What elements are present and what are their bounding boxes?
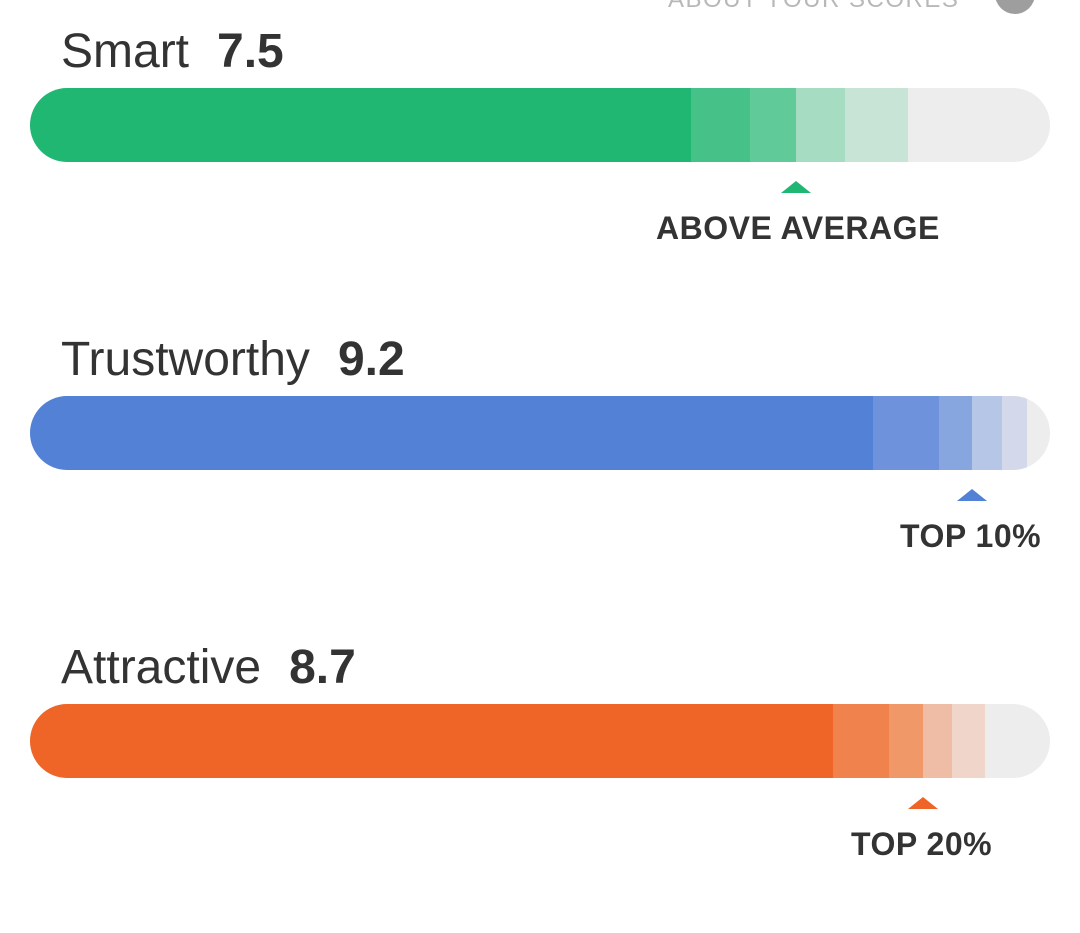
metric-title: Smart 7.5 (61, 24, 284, 80)
about-scores-link[interactable]: ABOUT YOUR SCORES (668, 0, 959, 14)
rank-marker-icon (908, 797, 938, 809)
rank-label: TOP 10% (900, 518, 1042, 554)
bar-segment (939, 396, 972, 470)
score-bar (30, 396, 1050, 470)
bar-segment (952, 704, 985, 778)
metric-score: 9.2 (337, 333, 405, 386)
bar-segment (972, 396, 1002, 470)
bar-segment (1002, 396, 1027, 470)
bar-segment (691, 88, 750, 162)
bar-segment (833, 704, 889, 778)
score-bar (30, 704, 1050, 778)
bar-segment (923, 704, 952, 778)
metric-label: Smart (61, 25, 190, 78)
info-icon[interactable] (995, 0, 1035, 14)
rank-label: ABOVE AVERAGE (656, 210, 940, 246)
score-bar (30, 88, 1050, 162)
metric-trustworthy: Trustworthy 9.2 TOP 10% (0, 332, 1080, 572)
metric-title: Trustworthy 9.2 (61, 332, 405, 388)
metric-label: Attractive (61, 641, 262, 694)
metric-label: Trustworthy (61, 333, 310, 386)
bar-segment (30, 88, 691, 162)
bar-segment (873, 396, 939, 470)
bar-segment (30, 396, 873, 470)
rank-marker-icon (781, 181, 811, 193)
metric-score: 8.7 (289, 641, 356, 694)
rank-label: TOP 20% (851, 826, 993, 862)
bar-segment (845, 88, 908, 162)
metric-score: 7.5 (217, 25, 284, 78)
rank-marker-icon (957, 489, 987, 501)
bar-segment (30, 704, 833, 778)
metric-title: Attractive 8.7 (61, 640, 356, 696)
bar-segment (889, 704, 923, 778)
metric-attractive: Attractive 8.7 TOP 20% (0, 640, 1080, 880)
bar-segment (750, 88, 796, 162)
bar-segment (796, 88, 845, 162)
metric-smart: Smart 7.5 ABOVE AVERAGE (0, 24, 1080, 264)
